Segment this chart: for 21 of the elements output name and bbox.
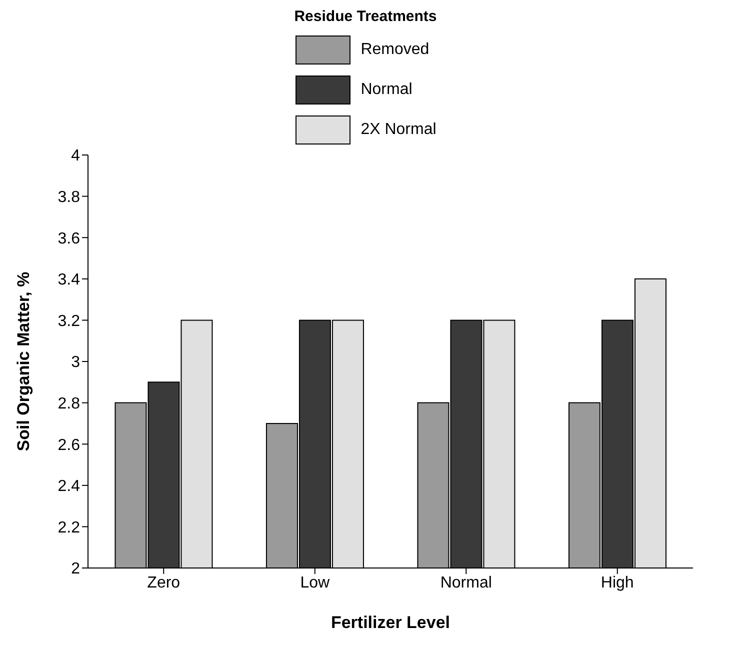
y-tick-label: 2.6	[58, 436, 80, 454]
y-tick-label: 3.6	[58, 230, 80, 248]
y-tick-label: 3.2	[58, 312, 80, 330]
y-tick-label: 3	[71, 354, 80, 372]
y-axis-title: Soil Organic Matter, %	[14, 272, 34, 452]
legend-label: 2X Normal	[360, 121, 436, 139]
legend-title: Residue Treatments	[294, 8, 437, 25]
y-tick-label: 2.8	[58, 395, 80, 412]
y-tick-label: 2.2	[58, 519, 80, 536]
y-tick-label: 3.8	[58, 188, 80, 206]
y-tick-label: 2.4	[58, 478, 80, 496]
x-tick-label: Normal	[440, 574, 492, 592]
legend-label: Removed	[360, 41, 430, 59]
x-tick-label: High	[600, 574, 634, 592]
y-tick-label: 3.4	[58, 272, 80, 289]
x-axis-title: Fertilizer Level	[330, 613, 450, 632]
x-tick-label: Zero	[147, 574, 180, 592]
y-tick-label: 2	[71, 560, 80, 578]
y-tick-label: 4	[71, 148, 80, 165]
legend-label: Normal	[360, 81, 412, 99]
x-tick-label: Low	[300, 574, 330, 592]
